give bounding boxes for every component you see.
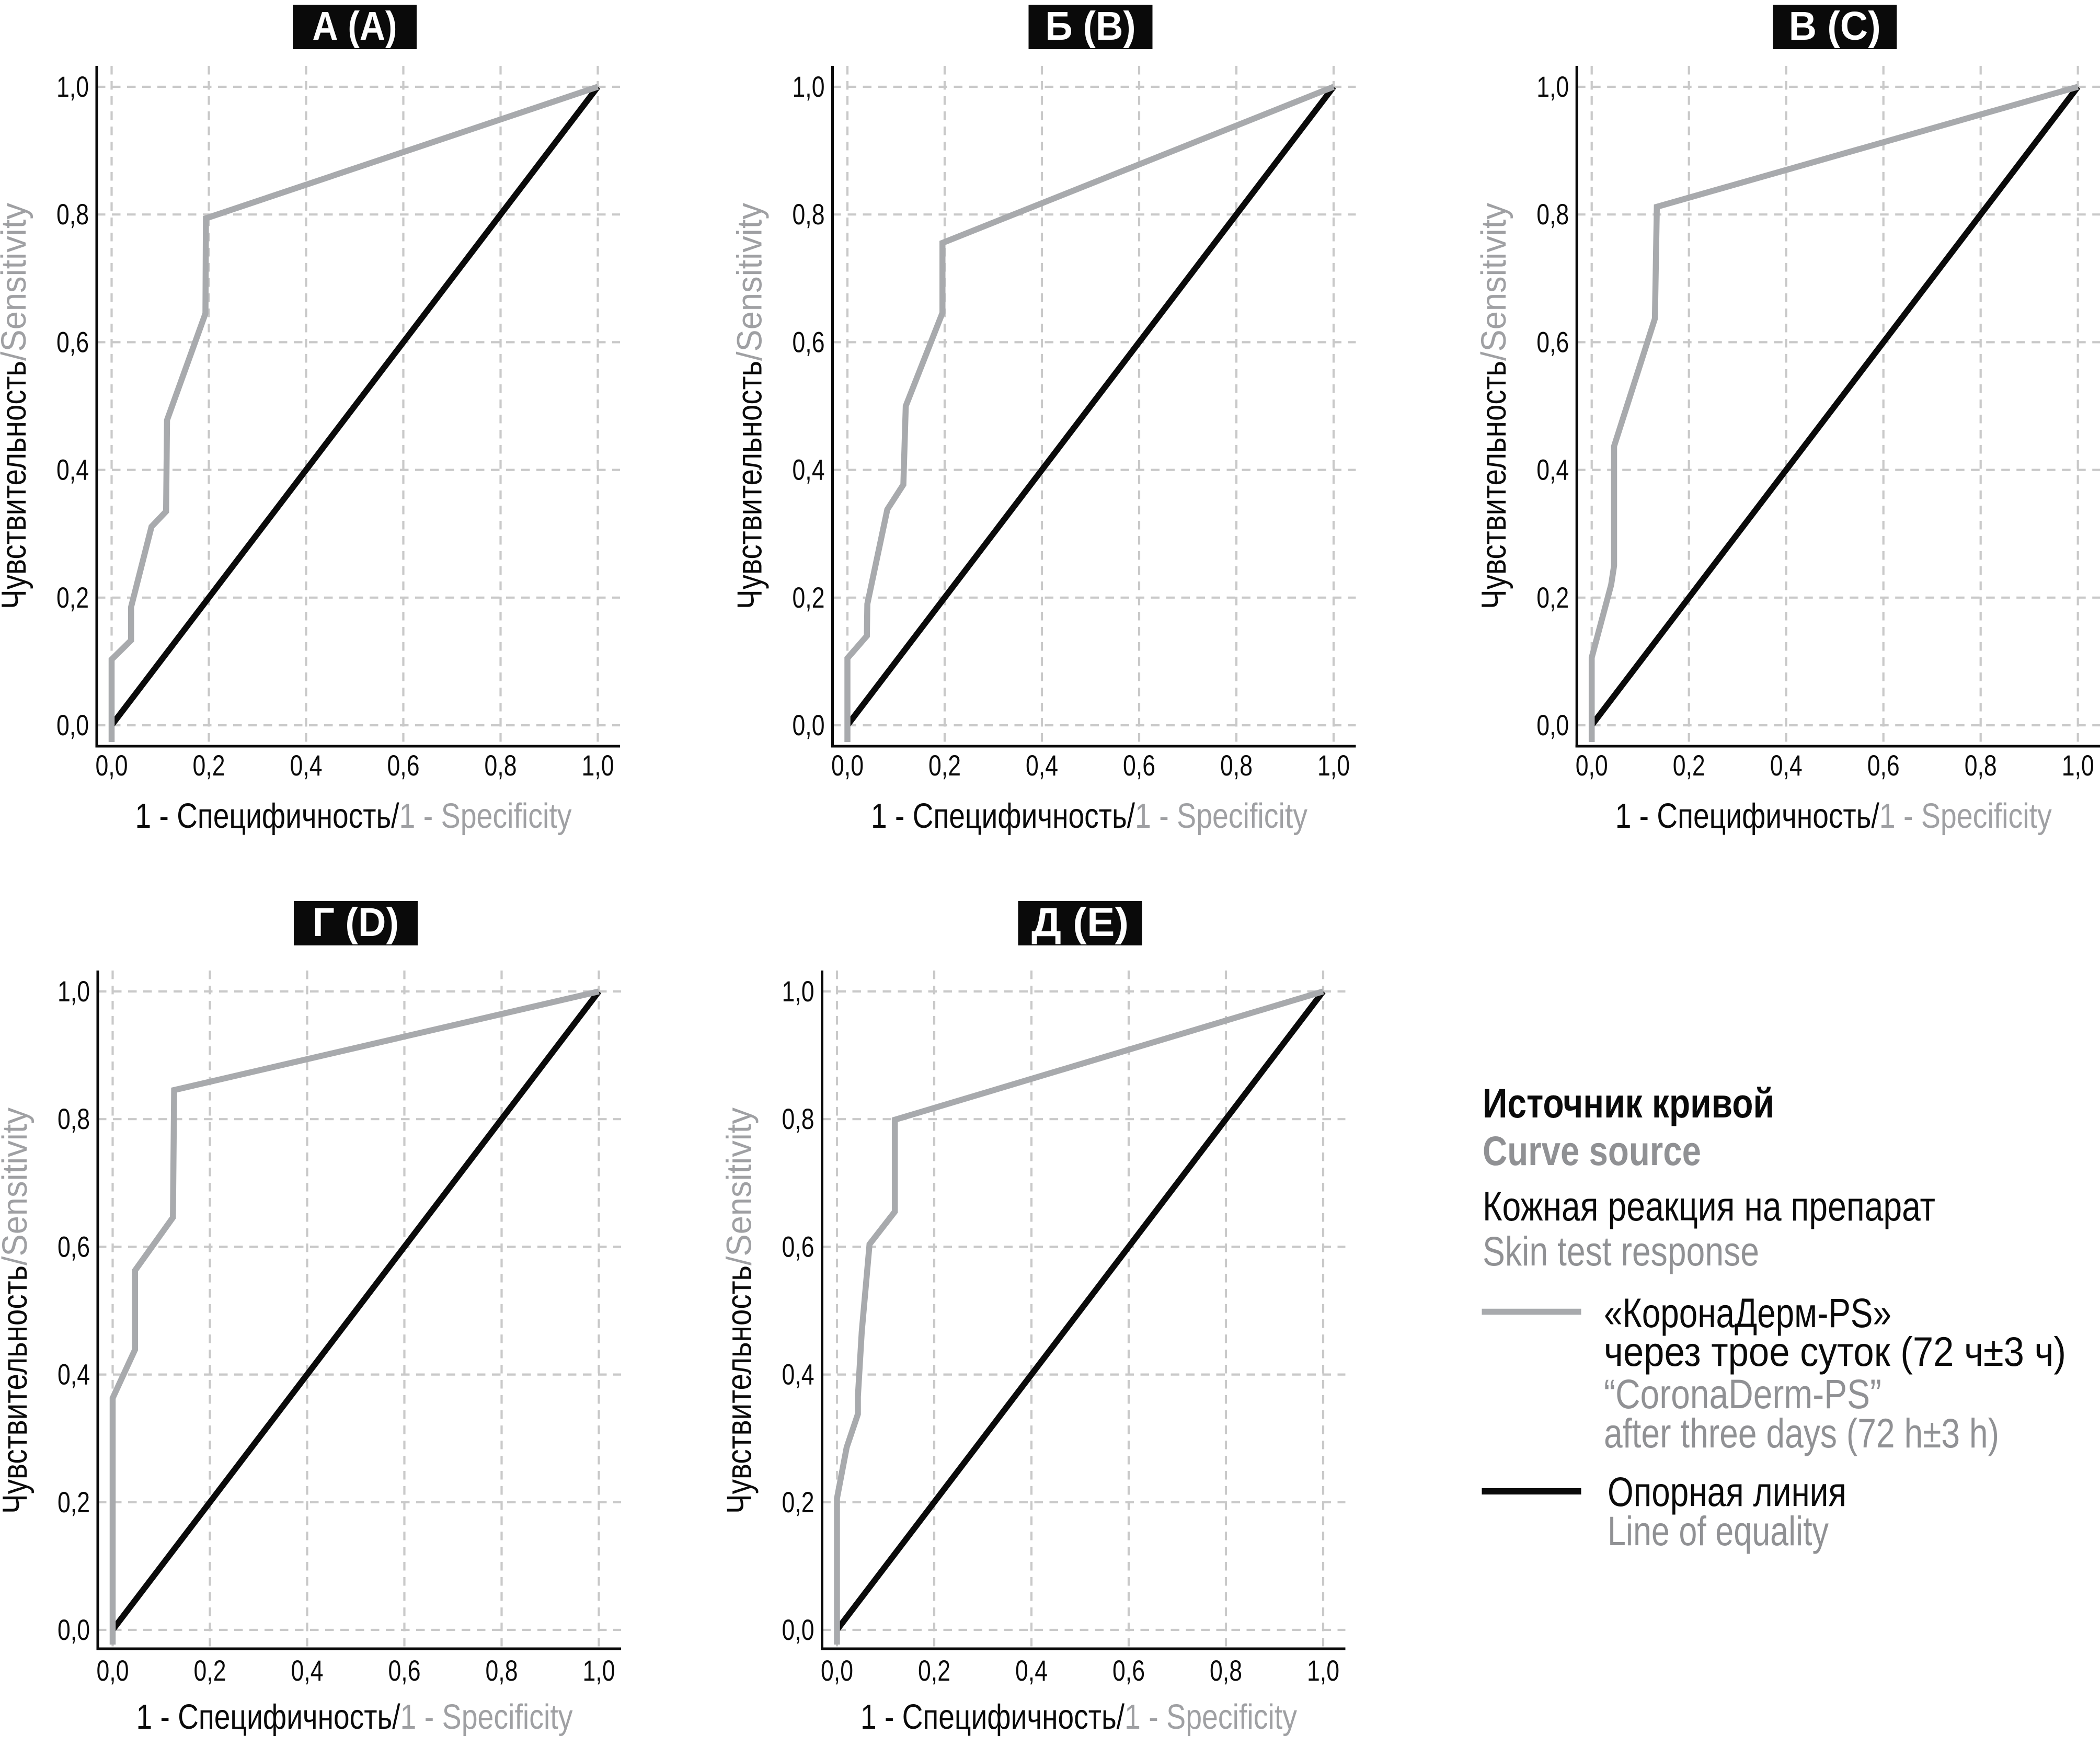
svg-text:0,4: 0,4 [1536, 453, 1569, 486]
svg-text:1 - Specificity: 1 - Specificity [400, 1697, 573, 1737]
svg-text:0,4: 0,4 [56, 453, 89, 486]
svg-text:Чувствительность: Чувствительность [0, 361, 33, 609]
svg-text:0,4: 0,4 [58, 1358, 90, 1391]
svg-text:0,6: 0,6 [58, 1230, 90, 1263]
svg-text:Г (D): Г (D) [313, 900, 399, 945]
svg-text:0,8: 0,8 [486, 1654, 518, 1687]
svg-text:1,0: 1,0 [793, 70, 825, 103]
svg-text:1 - Specificity: 1 - Specificity [1135, 796, 1307, 836]
svg-text:/Sensitivity: /Sensitivity [0, 203, 33, 361]
svg-text:0,2: 0,2 [928, 749, 961, 782]
svg-text:0,4: 0,4 [291, 1654, 324, 1687]
svg-text:Д (Е): Д (Е) [1031, 900, 1129, 945]
svg-text:1,0: 1,0 [582, 749, 614, 782]
svg-text:0,6: 0,6 [793, 325, 825, 358]
svg-text:0,2: 0,2 [1673, 749, 1705, 782]
svg-text:0,6: 0,6 [1536, 325, 1569, 358]
svg-text:/Sensitivity: /Sensitivity [1474, 203, 1513, 361]
svg-text:0,4: 0,4 [782, 1358, 814, 1391]
svg-text:Кожная реакция на препарат: Кожная реакция на препарат [1483, 1183, 1935, 1229]
svg-text:1 - Specificity: 1 - Specificity [399, 796, 572, 836]
svg-text:1 - Specificity: 1 - Specificity [1124, 1697, 1297, 1737]
svg-text:0,2: 0,2 [194, 1654, 226, 1687]
svg-text:0,0: 0,0 [793, 709, 825, 741]
svg-text:«КоронаДерм-PS»: «КоронаДерм-PS» [1604, 1289, 1891, 1336]
svg-text:0,0: 0,0 [56, 709, 89, 741]
svg-text:0,0: 0,0 [58, 1613, 90, 1646]
svg-text:Чувствительность: Чувствительность [0, 1265, 35, 1514]
svg-text:/Sensitivity: /Sensitivity [0, 1108, 35, 1265]
svg-text:0,8: 0,8 [782, 1102, 814, 1135]
svg-text:0,8: 0,8 [58, 1102, 90, 1135]
svg-text:0,2: 0,2 [56, 581, 89, 614]
svg-text:0,0: 0,0 [1576, 749, 1608, 782]
svg-text:1 - Специфичность/: 1 - Специфичность/ [135, 796, 399, 836]
svg-text:0,4: 0,4 [793, 453, 825, 486]
svg-text:Чувствительность: Чувствительность [720, 1265, 759, 1514]
svg-text:after three days (72 h±3 h): after three days (72 h±3 h) [1604, 1410, 1999, 1456]
svg-text:Skin test response: Skin test response [1483, 1228, 1759, 1274]
svg-text:0,0: 0,0 [782, 1613, 814, 1646]
svg-text:0,4: 0,4 [1015, 1654, 1048, 1687]
svg-text:1,0: 1,0 [56, 70, 89, 103]
svg-text:0,0: 0,0 [821, 1654, 853, 1687]
svg-text:через трое суток (72 ч±3 ч): через трое суток (72 ч±3 ч) [1604, 1328, 2066, 1375]
svg-text:/Sensitivity: /Sensitivity [730, 203, 770, 361]
svg-text:/Sensitivity: /Sensitivity [720, 1108, 759, 1265]
svg-text:1,0: 1,0 [1307, 1654, 1339, 1687]
svg-text:0,6: 0,6 [782, 1230, 814, 1263]
svg-text:Опорная линия: Опорная линия [1608, 1468, 1846, 1515]
svg-text:0,6: 0,6 [56, 325, 89, 358]
svg-text:Чувствительность: Чувствительность [730, 361, 770, 609]
svg-text:В (С): В (С) [1789, 4, 1881, 49]
svg-text:0,0: 0,0 [97, 1654, 129, 1687]
svg-text:0,8: 0,8 [485, 749, 517, 782]
svg-text:0,8: 0,8 [1536, 198, 1569, 231]
svg-text:Чувствительность: Чувствительность [1474, 361, 1513, 609]
svg-text:1,0: 1,0 [1317, 749, 1350, 782]
svg-text:Б (В): Б (В) [1046, 4, 1136, 49]
svg-text:1,0: 1,0 [782, 975, 814, 1008]
svg-text:1 - Специфичность/: 1 - Специфичность/ [860, 1697, 1124, 1737]
svg-text:“CoronaDerm-PS”: “CoronaDerm-PS” [1604, 1371, 1881, 1417]
svg-text:0,8: 0,8 [793, 198, 825, 231]
svg-text:0,6: 0,6 [388, 1654, 421, 1687]
svg-text:0,8: 0,8 [1220, 749, 1253, 782]
svg-text:0,6: 0,6 [1123, 749, 1155, 782]
svg-text:0,2: 0,2 [793, 581, 825, 614]
svg-text:0,2: 0,2 [1536, 581, 1569, 614]
svg-text:0,6: 0,6 [1867, 749, 1900, 782]
svg-text:1,0: 1,0 [1536, 70, 1569, 103]
svg-text:Curve source: Curve source [1483, 1127, 1701, 1174]
svg-text:0,6: 0,6 [1112, 1654, 1145, 1687]
svg-text:0,2: 0,2 [782, 1486, 814, 1519]
svg-text:0,8: 0,8 [1965, 749, 1997, 782]
svg-text:0,2: 0,2 [918, 1654, 950, 1687]
svg-text:0,8: 0,8 [1210, 1654, 1242, 1687]
svg-text:0,4: 0,4 [1770, 749, 1803, 782]
svg-text:0,0: 0,0 [96, 749, 128, 782]
svg-text:Line of equality: Line of equality [1608, 1508, 1829, 1554]
svg-text:0,0: 0,0 [831, 749, 864, 782]
svg-text:0,0: 0,0 [1536, 709, 1569, 741]
svg-text:1 - Specificity: 1 - Specificity [1879, 796, 2052, 836]
svg-text:0,4: 0,4 [290, 749, 323, 782]
svg-text:1,0: 1,0 [2062, 749, 2094, 782]
svg-text:0,2: 0,2 [58, 1486, 90, 1519]
svg-text:Источник кривой: Источник кривой [1483, 1080, 1774, 1126]
svg-text:0,6: 0,6 [387, 749, 420, 782]
svg-text:1,0: 1,0 [58, 975, 90, 1008]
svg-text:1 - Специфичность/: 1 - Специфичность/ [136, 1697, 400, 1737]
svg-text:1,0: 1,0 [583, 1654, 615, 1687]
svg-text:0,2: 0,2 [193, 749, 225, 782]
svg-text:1 - Специфичность/: 1 - Специфичность/ [1615, 796, 1879, 836]
svg-text:0,8: 0,8 [56, 198, 89, 231]
svg-text:А (А): А (А) [313, 4, 397, 49]
svg-text:1 - Специфичность/: 1 - Специфичность/ [871, 796, 1135, 836]
svg-text:0,4: 0,4 [1026, 749, 1058, 782]
